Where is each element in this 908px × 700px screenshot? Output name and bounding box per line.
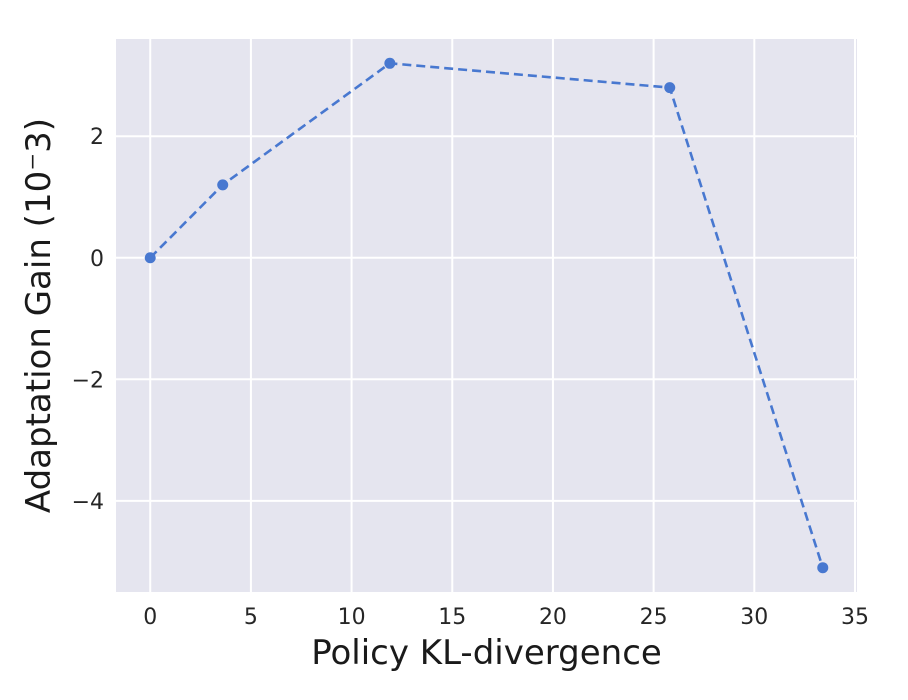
y-tick-label: 2: [90, 125, 104, 150]
y-tick-label: −2: [72, 368, 104, 393]
data-point: [817, 562, 829, 574]
x-tick-label: 5: [244, 605, 258, 630]
series-layer: [144, 57, 829, 574]
x-tick-labels: 0 5 10 15 20 25 30 35: [143, 605, 869, 630]
y-tick-label: −4: [72, 490, 104, 515]
y-axis-label: Adaptation Gain (10⁻3): [19, 118, 59, 513]
y-tick-label: 0: [90, 247, 104, 272]
y-tick-labels: 2 0 −2 −4: [72, 125, 104, 515]
grid-lines: [116, 39, 857, 592]
x-tick-label: 20: [539, 605, 567, 630]
data-point: [217, 179, 229, 191]
x-tick-label: 0: [143, 605, 157, 630]
x-tick-label: 35: [841, 605, 869, 630]
x-tick-label: 25: [640, 605, 668, 630]
data-point: [384, 57, 396, 69]
plot-area: [116, 39, 857, 592]
x-tick-label: 15: [438, 605, 466, 630]
x-tick-label: 30: [740, 605, 768, 630]
x-tick-label: 10: [338, 605, 366, 630]
x-axis-label: Policy KL-divergence: [311, 633, 662, 673]
data-point: [144, 252, 156, 264]
data-point: [664, 82, 676, 94]
